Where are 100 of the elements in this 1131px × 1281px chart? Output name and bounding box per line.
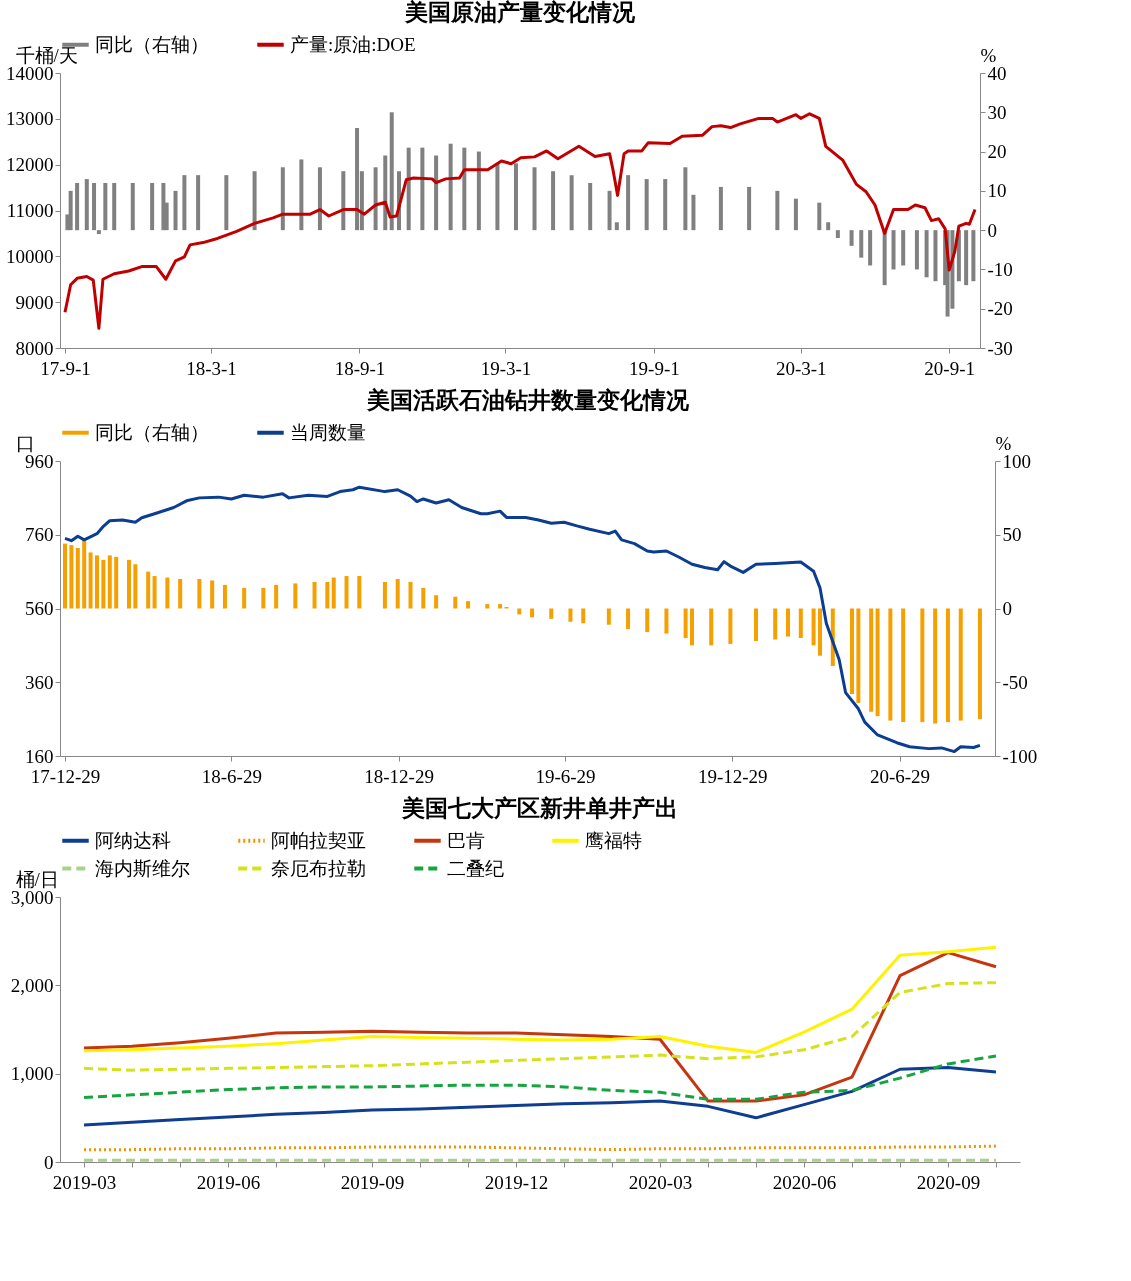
bar bbox=[626, 175, 631, 231]
bar bbox=[691, 194, 696, 231]
bar bbox=[197, 579, 202, 609]
y2-tick-label: 0 bbox=[1002, 598, 1012, 619]
bar bbox=[882, 230, 887, 286]
line-series bbox=[82, 981, 998, 1072]
bar bbox=[210, 580, 215, 609]
bar bbox=[786, 608, 790, 637]
y-tick-label: 12000 bbox=[6, 154, 54, 176]
bar bbox=[920, 608, 925, 723]
chart-title: 美国七大产区新井单井产出 bbox=[401, 795, 678, 821]
bar bbox=[747, 186, 752, 231]
bar bbox=[96, 230, 101, 235]
y2-tick-label: 50 bbox=[1002, 524, 1022, 546]
chart-title: 美国活跃石油钻井数量变化情况 bbox=[365, 387, 690, 413]
bar bbox=[977, 608, 982, 720]
bar bbox=[182, 175, 187, 231]
bar bbox=[614, 222, 619, 231]
bar bbox=[683, 167, 688, 231]
bar bbox=[817, 608, 822, 656]
legend-label: 阿帕拉契亚 bbox=[271, 829, 366, 851]
bar bbox=[606, 608, 611, 625]
bar bbox=[408, 581, 413, 609]
bar bbox=[793, 198, 798, 231]
bar bbox=[626, 608, 631, 630]
bar bbox=[331, 577, 336, 609]
bar bbox=[196, 175, 201, 231]
bar bbox=[817, 202, 822, 231]
bar bbox=[68, 190, 73, 231]
bar bbox=[88, 552, 93, 609]
line-series bbox=[82, 1065, 998, 1127]
legend-label: 同比（右轴） bbox=[95, 33, 209, 55]
line-series bbox=[63, 485, 982, 754]
legend-label: 阿纳达科 bbox=[95, 829, 171, 851]
x-tick-label: 18-3-1 bbox=[186, 357, 237, 379]
bar bbox=[103, 183, 108, 231]
y-tick-label: 760 bbox=[25, 524, 54, 546]
legend-label: 巴肯 bbox=[447, 829, 485, 851]
bar bbox=[84, 179, 89, 231]
x-tick-label: 17-12-29 bbox=[30, 765, 101, 787]
x-tick-label: 19-12-29 bbox=[697, 765, 768, 787]
line-series bbox=[82, 945, 998, 1054]
x-tick-label: 18-12-29 bbox=[364, 765, 434, 787]
y-tick-label: 0 bbox=[44, 1151, 54, 1173]
line-series bbox=[63, 112, 977, 330]
y-tick-label: 8000 bbox=[15, 337, 54, 359]
y-tick-label: 360 bbox=[25, 671, 54, 693]
bar bbox=[476, 151, 481, 231]
x-tick-label: 2020-03 bbox=[628, 1171, 693, 1193]
y2-tick-label: 30 bbox=[987, 101, 1007, 123]
bar bbox=[299, 159, 304, 231]
bar bbox=[75, 183, 80, 231]
bar bbox=[114, 556, 119, 609]
bar bbox=[718, 186, 723, 231]
bar bbox=[92, 183, 97, 231]
y-tick-label: 160 bbox=[25, 745, 54, 767]
bar bbox=[532, 167, 537, 231]
bar bbox=[849, 230, 854, 246]
bar bbox=[293, 583, 298, 609]
bar bbox=[242, 587, 247, 609]
bar bbox=[690, 608, 695, 646]
legend-label: 当周数量 bbox=[290, 421, 366, 443]
bar bbox=[161, 183, 166, 231]
legend-label: 奈厄布拉勒 bbox=[271, 857, 366, 879]
bar bbox=[224, 175, 229, 231]
x-tick-label: 17-9-1 bbox=[40, 357, 91, 379]
bar bbox=[173, 190, 178, 231]
line-series bbox=[82, 951, 998, 1103]
y-tick-label: 2,000 bbox=[10, 974, 54, 996]
bar bbox=[421, 587, 426, 609]
legend-label: 同比（右轴） bbox=[95, 421, 209, 443]
bar bbox=[94, 555, 99, 609]
bar bbox=[498, 604, 503, 609]
bar bbox=[146, 571, 151, 609]
bar bbox=[958, 608, 963, 721]
legend-label: 产量:原油:DOE bbox=[290, 33, 416, 55]
y-tick-label: 9000 bbox=[15, 291, 54, 313]
bar bbox=[341, 171, 346, 231]
bar bbox=[875, 608, 880, 717]
bar bbox=[914, 230, 919, 270]
bar bbox=[82, 539, 87, 609]
x-tick-label: 2020-06 bbox=[772, 1171, 837, 1193]
bar bbox=[252, 171, 257, 231]
y2-tick-label: 20 bbox=[987, 141, 1007, 163]
y-tick-label: 1,000 bbox=[10, 1063, 54, 1085]
x-tick-label: 2019-06 bbox=[196, 1171, 261, 1193]
bar bbox=[664, 608, 669, 634]
bar bbox=[644, 179, 649, 231]
x-tick-label: 2019-12 bbox=[484, 1171, 549, 1193]
bar bbox=[101, 559, 106, 609]
bar bbox=[325, 581, 330, 609]
x-tick-label: 19-9-1 bbox=[629, 357, 680, 379]
bar bbox=[126, 559, 131, 609]
bar bbox=[581, 608, 586, 624]
bar bbox=[663, 179, 668, 231]
bar bbox=[868, 230, 873, 266]
bar bbox=[945, 608, 950, 723]
bar bbox=[462, 147, 467, 231]
bar bbox=[420, 147, 425, 231]
x-tick-label: 19-3-1 bbox=[480, 357, 532, 379]
